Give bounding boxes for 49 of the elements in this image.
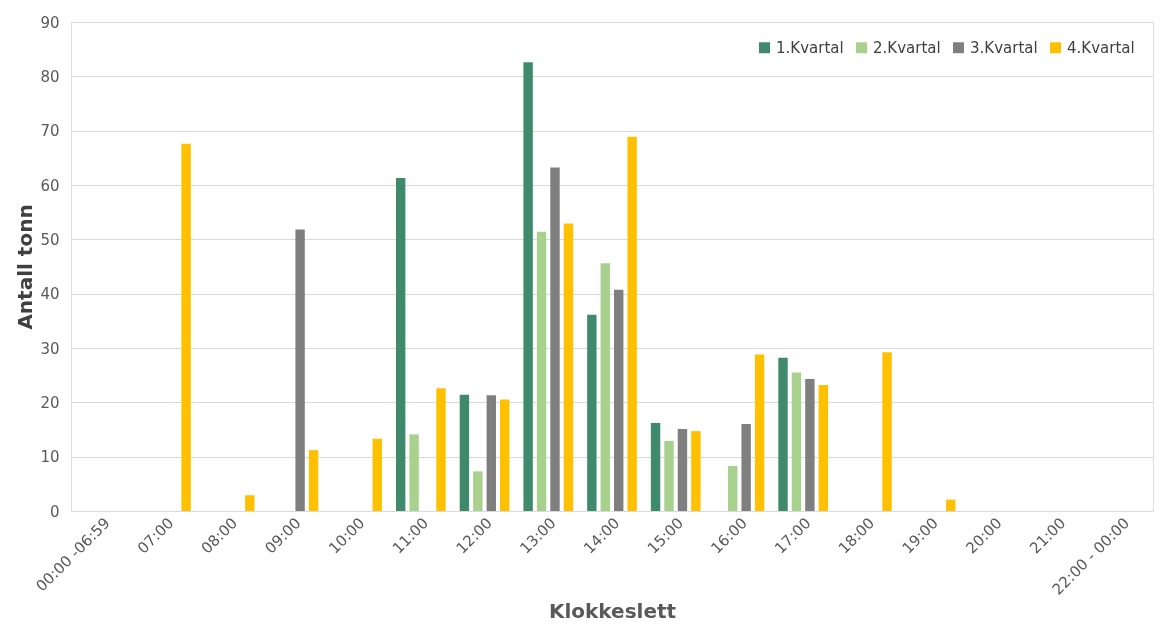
y-tick-label: 90 [40, 13, 60, 32]
bar [523, 62, 533, 511]
bar [818, 384, 829, 511]
bar [791, 372, 802, 511]
y-tick-label: 30 [40, 339, 60, 358]
y-tick-label: 80 [40, 67, 60, 86]
bar [741, 424, 751, 511]
bar [754, 354, 765, 511]
bar [295, 229, 305, 511]
y-tick-label: 50 [40, 230, 60, 249]
bar [691, 431, 701, 511]
bar [409, 434, 419, 511]
bar [436, 388, 446, 511]
legend-label: 1.Kvartal [776, 38, 844, 57]
bar [395, 177, 406, 511]
y-tick-label: 60 [40, 176, 60, 195]
y-tick-label: 70 [40, 122, 60, 141]
bar [627, 136, 637, 511]
bar [473, 471, 483, 511]
y-tick-label: 10 [40, 448, 60, 467]
bar [372, 438, 382, 511]
y-axis-title: Antall tonn [13, 204, 38, 330]
bar [805, 378, 815, 511]
legend-label: 3.Kvartal [970, 38, 1038, 57]
y-tick-label: 0 [49, 502, 60, 521]
bar [536, 231, 547, 511]
bar [486, 395, 496, 511]
bar [459, 394, 470, 511]
bar [650, 422, 661, 511]
bar [677, 428, 688, 511]
y-tick-label: 20 [40, 393, 60, 412]
legend-label: 4.Kvartal [1067, 38, 1135, 57]
bar [308, 450, 319, 511]
bar [600, 263, 610, 511]
bar [587, 314, 597, 511]
bar [946, 499, 956, 511]
bar [778, 357, 788, 511]
bar [550, 167, 560, 511]
bar [664, 440, 674, 511]
bar [245, 495, 255, 511]
bar [728, 465, 738, 511]
y-tick-label: 40 [40, 285, 60, 304]
bar [563, 223, 574, 511]
x-axis-title: Klokkeslett [548, 598, 677, 623]
legend-label: 2.Kvartal [873, 38, 941, 57]
bar [500, 399, 510, 511]
bar [181, 143, 191, 511]
bar [614, 289, 624, 511]
bar [882, 352, 892, 511]
